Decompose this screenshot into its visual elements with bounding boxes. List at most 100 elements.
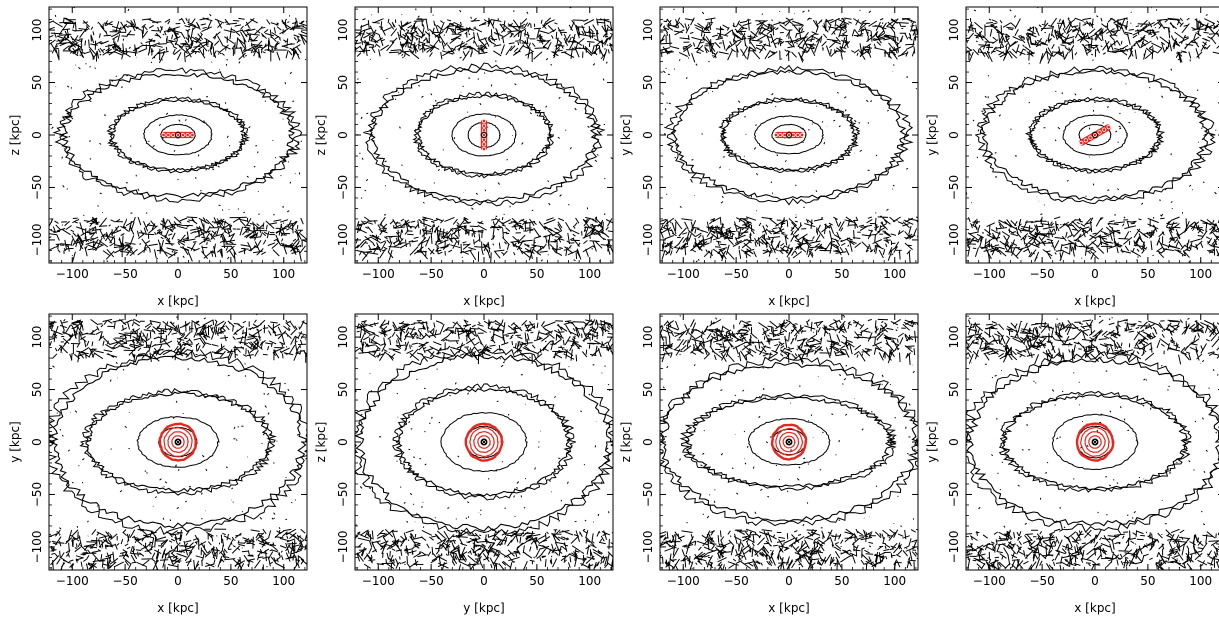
x-tick-label: −50	[418, 267, 443, 281]
plot-area	[355, 7, 613, 263]
y-tick-label: −100	[947, 223, 961, 256]
red-bar-center	[786, 132, 792, 138]
contour-level-4-outer	[363, 62, 606, 207]
red-ring-1	[158, 422, 198, 462]
x-tick-label: −100	[56, 267, 89, 281]
red-bar-node	[773, 132, 779, 138]
red-ring-1	[1075, 422, 1115, 462]
panel-top-1: −100 −50 0 50 100 −100 −50 0 50 100 x [kpc] z [kpc]	[8, 6, 308, 308]
noise-band-top	[966, 17, 1219, 64]
x-tick-label: 100	[578, 574, 601, 588]
x-axis-label: x [kpc]	[463, 294, 504, 308]
y-tick-label: −100	[641, 223, 655, 256]
red-overlay	[161, 131, 195, 139]
contour-level-2	[136, 416, 220, 468]
red-ring-2	[469, 426, 499, 458]
noise-band-bottom	[966, 216, 1219, 262]
red-ring-2	[775, 427, 804, 457]
contour-level-4-outer	[660, 356, 918, 527]
x-tick-label: −100	[973, 267, 1006, 281]
center-marker	[786, 439, 792, 445]
contour-level-4	[369, 68, 600, 203]
y-tick-label: −50	[641, 482, 655, 507]
noise-band-bottom	[49, 216, 307, 263]
x-tick-label: 50	[223, 267, 238, 281]
y-tick-label: −50	[30, 482, 44, 507]
noise-band-bottom	[660, 216, 918, 263]
noise-band-bottom	[355, 216, 613, 263]
red-bar-node	[161, 132, 166, 138]
red-bar-node	[1092, 132, 1098, 138]
x-tick-label: −100	[667, 574, 700, 588]
red-bar-node	[1106, 124, 1111, 130]
red-bar-node	[799, 132, 805, 138]
y-tick-label: −100	[30, 223, 44, 256]
contour-level-4	[670, 69, 907, 201]
y-tick-label: 0	[641, 131, 655, 139]
x-axis-label: x [kpc]	[768, 294, 809, 308]
x-tick-label: 50	[1140, 574, 1155, 588]
x-axis-label: x [kpc]	[768, 601, 809, 615]
x-tick-label: 100	[272, 574, 295, 588]
y-tick-label: 100	[947, 326, 961, 349]
red-bar-node	[1083, 138, 1088, 143]
red-ring-3	[778, 431, 800, 453]
y-axis-label: y [kpc]	[925, 421, 939, 462]
x-axis-label: x [kpc]	[1074, 601, 1115, 615]
contour-level-4-outer	[52, 67, 303, 203]
red-bar-node	[175, 132, 181, 138]
contour-level-2	[440, 411, 528, 473]
contour-level-2	[1051, 413, 1139, 471]
y-tick-label: −100	[336, 223, 350, 256]
x-tick-label: 50	[529, 574, 544, 588]
x-axis-label: x [kpc]	[157, 601, 198, 615]
y-tick-label: 0	[336, 131, 350, 139]
x-tick-label: 0	[480, 574, 488, 588]
noise-band-top	[49, 17, 307, 64]
red-bar-node	[166, 132, 171, 138]
plot-area	[660, 314, 918, 570]
contour-level-3-outer	[79, 387, 277, 496]
x-tick-label: 0	[1091, 267, 1099, 281]
x-tick-label: −50	[112, 267, 137, 281]
x-tick-label: −50	[112, 574, 137, 588]
x-axis-label: y [kpc]	[463, 601, 504, 615]
y-tick-label: 50	[641, 382, 655, 397]
red-bar-node	[180, 132, 185, 138]
red-overlay	[1079, 124, 1111, 146]
red-ring-center	[1092, 439, 1098, 445]
x-tick-label: 100	[1189, 574, 1212, 588]
y-tick-label: 50	[336, 75, 350, 90]
contour-level-2	[747, 418, 831, 466]
red-ring-4	[477, 435, 491, 449]
noise-specks	[49, 7, 307, 263]
center-marker	[175, 439, 181, 445]
contour-level-4-outer	[49, 349, 307, 535]
noise-band-top	[660, 17, 918, 63]
contour-level-3-outer	[106, 96, 251, 174]
red-ring-2	[163, 426, 193, 458]
x-tick-label: 100	[883, 574, 906, 588]
y-tick-label: 100	[336, 326, 350, 349]
y-tick-label: 100	[947, 19, 961, 42]
y-axis-label: y [kpc]	[8, 421, 22, 462]
x-tick-label: −100	[973, 574, 1006, 588]
red-bar-node	[481, 146, 487, 152]
center-marker	[1092, 439, 1098, 445]
y-tick-label: −50	[336, 482, 350, 507]
y-tick-label: 50	[947, 382, 961, 397]
y-tick-label: 100	[641, 326, 655, 349]
noise-band-top	[355, 319, 613, 365]
red-ring-3	[1084, 431, 1106, 454]
noise-band-top	[660, 318, 918, 365]
noise-specks	[355, 321, 612, 566]
red-bar-node	[778, 132, 783, 138]
contour-level-3	[109, 99, 246, 172]
red-bar-node	[190, 132, 195, 138]
red-ring-4	[1088, 434, 1102, 449]
red-ring-center	[175, 439, 181, 445]
y-tick-label: 50	[947, 75, 961, 90]
contour-level-4-outer	[966, 351, 1219, 533]
contour-level-3-outer	[391, 383, 576, 501]
